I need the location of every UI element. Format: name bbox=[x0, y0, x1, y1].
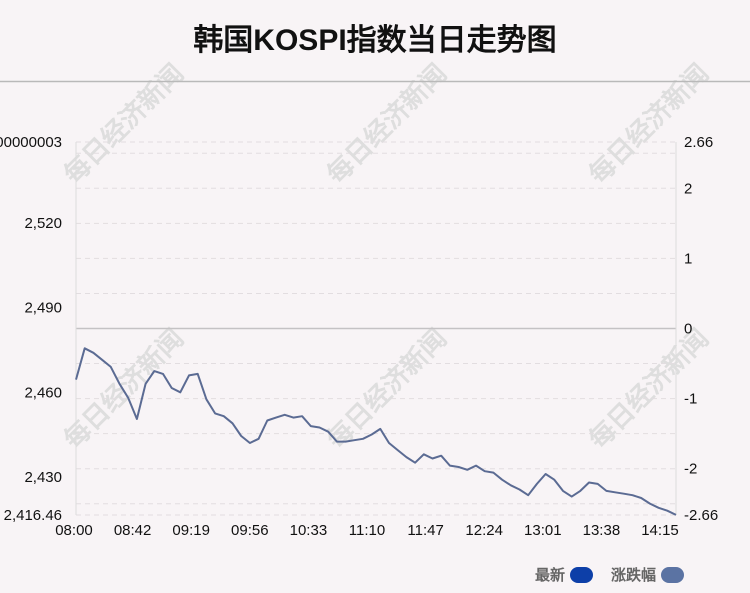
right-axis-tick-label: -2 bbox=[684, 461, 697, 478]
left-axis-min-label: 2,416.46 bbox=[4, 507, 62, 524]
legend-label: 最新 bbox=[535, 566, 565, 584]
x-axis-tick-label: 09:56 bbox=[231, 522, 269, 539]
grid-layer bbox=[76, 141, 676, 516]
axis-layer bbox=[75, 142, 677, 515]
right-axis-tick-label: -1 bbox=[684, 391, 697, 408]
x-axis-tick-label: 08:42 bbox=[114, 522, 152, 539]
x-axis-tick-label: 10:33 bbox=[290, 522, 328, 539]
right-axis-tick-label: 0 bbox=[684, 321, 692, 338]
left-axis-tick-label: 2,430 bbox=[24, 469, 62, 486]
left-axis-tick-label: 2,460 bbox=[24, 384, 62, 401]
right-axis-tick-label: 1 bbox=[684, 250, 692, 267]
legend: 最新 涨跌幅 bbox=[535, 566, 684, 584]
watermark-text: 每日经济新闻 bbox=[321, 323, 453, 455]
watermark-text: 每日经济新闻 bbox=[58, 323, 190, 455]
right-axis-max-label: 2.66 bbox=[684, 134, 713, 151]
watermark-text: 每日经济新闻 bbox=[583, 58, 715, 190]
kospi-series-line bbox=[75, 347, 677, 516]
left-axis-max-label: 2,548.780000000003 bbox=[0, 134, 62, 151]
tick-label-layer: 2,548.780000000003 2,520 2,490 2,460 2,430 2,… bbox=[0, 134, 718, 539]
x-axis-tick-label: 12:24 bbox=[465, 522, 503, 539]
legend-swatch bbox=[570, 567, 593, 583]
legend-label: 涨跌幅 bbox=[611, 566, 656, 584]
watermark-text: 每日经济新闻 bbox=[58, 58, 190, 190]
x-axis-tick-label: 13:01 bbox=[524, 522, 562, 539]
left-axis-tick-label: 2,520 bbox=[24, 215, 62, 232]
watermark-text: 每日经济新闻 bbox=[321, 58, 453, 190]
x-axis-tick-label: 09:19 bbox=[172, 522, 210, 539]
watermark-text: 每日经济新闻 bbox=[583, 323, 715, 455]
right-axis-tick-label: 2 bbox=[684, 180, 692, 197]
x-axis-tick-label: 11:47 bbox=[407, 522, 443, 539]
left-axis-tick-label: 2,490 bbox=[24, 300, 62, 317]
x-axis-tick-label: 08:00 bbox=[55, 522, 93, 539]
x-axis-tick-label: 11:10 bbox=[349, 522, 385, 539]
x-axis-tick-label: 13:38 bbox=[583, 522, 621, 539]
series-layer bbox=[75, 347, 677, 516]
right-axis-min-label: -2.66 bbox=[684, 507, 718, 524]
legend-swatch bbox=[661, 567, 684, 583]
x-axis-tick-label: 14:15 bbox=[641, 522, 679, 539]
chart-title: 韩国KOSPI指数当日走势图 bbox=[193, 24, 556, 57]
